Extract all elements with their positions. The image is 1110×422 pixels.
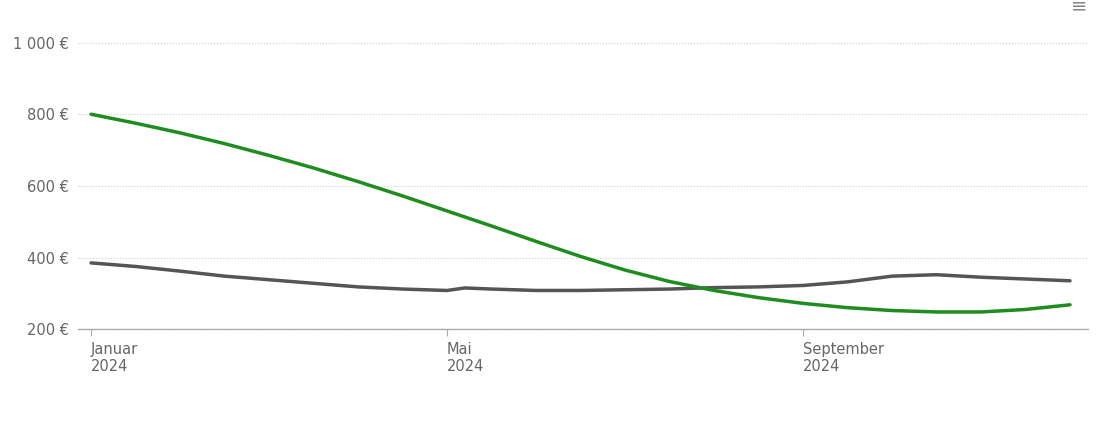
Sackware [352,284,365,289]
Sackware [574,288,587,293]
lose Ware [707,288,720,293]
lose Ware [396,193,410,198]
lose Ware [84,112,98,117]
Sackware [396,287,410,292]
Sackware [218,273,231,279]
Sackware [84,260,98,265]
lose Ware [574,254,587,259]
Sackware [306,281,320,286]
Line: lose Ware: lose Ware [91,114,1070,312]
lose Ware [129,121,142,126]
Sackware [751,284,765,289]
lose Ware [751,295,765,300]
Sackware [529,288,543,293]
lose Ware [441,208,454,214]
Sackware [841,279,855,284]
Sackware [173,268,186,273]
Sackware [485,287,498,292]
Sackware [129,264,142,269]
Sackware [441,288,454,293]
lose Ware [796,301,809,306]
lose Ware [1063,302,1077,307]
Text: ≡: ≡ [1071,0,1088,15]
Sackware [1019,276,1032,281]
Sackware [930,272,944,277]
lose Ware [262,153,275,158]
Sackware [707,285,720,290]
lose Ware [173,130,186,135]
lose Ware [1019,307,1032,312]
Sackware [1063,278,1077,283]
Sackware [618,287,632,292]
Sackware [796,283,809,288]
lose Ware [618,268,632,273]
Sackware [458,285,472,290]
Sackware [262,277,275,282]
lose Ware [218,141,231,146]
Sackware [886,273,899,279]
lose Ware [663,279,676,284]
lose Ware [529,239,543,244]
Sackware [975,275,988,280]
lose Ware [975,309,988,314]
lose Ware [352,179,365,184]
lose Ware [930,309,944,314]
lose Ware [841,305,855,310]
lose Ware [886,308,899,313]
lose Ware [306,165,320,170]
lose Ware [485,224,498,229]
Sackware [663,287,676,292]
Line: Sackware: Sackware [91,263,1070,290]
